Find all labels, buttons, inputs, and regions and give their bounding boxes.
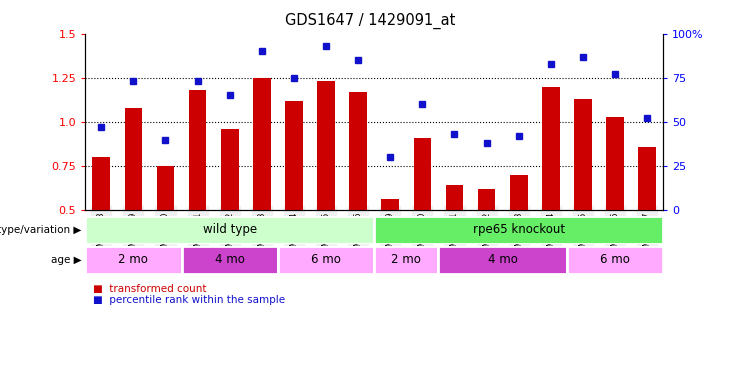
Text: GDS1647 / 1429091_at: GDS1647 / 1429091_at xyxy=(285,13,456,29)
Bar xyxy=(478,189,496,210)
Bar xyxy=(285,101,303,210)
Bar xyxy=(374,246,439,274)
Bar xyxy=(349,92,367,210)
Bar xyxy=(510,175,528,210)
Text: rpe65 knockout: rpe65 knockout xyxy=(473,223,565,236)
Text: 2 mo: 2 mo xyxy=(391,253,421,266)
Bar xyxy=(189,90,207,210)
Text: genotype/variation ▶: genotype/variation ▶ xyxy=(0,225,82,235)
Bar xyxy=(374,216,663,244)
Bar xyxy=(439,246,567,274)
Bar xyxy=(278,246,374,274)
Bar xyxy=(221,129,239,210)
Text: age ▶: age ▶ xyxy=(51,255,82,265)
Bar xyxy=(445,185,463,210)
Bar xyxy=(85,246,182,274)
Bar xyxy=(253,78,270,210)
Text: 2 mo: 2 mo xyxy=(119,253,148,266)
Text: ■  transformed count: ■ transformed count xyxy=(93,284,206,294)
Text: 4 mo: 4 mo xyxy=(488,253,517,266)
Bar xyxy=(606,117,624,210)
Bar xyxy=(413,138,431,210)
Text: wild type: wild type xyxy=(202,223,257,236)
Bar xyxy=(317,81,335,210)
Bar xyxy=(182,246,278,274)
Bar xyxy=(638,147,656,210)
Bar xyxy=(124,108,142,210)
Text: 6 mo: 6 mo xyxy=(311,253,341,266)
Bar xyxy=(156,166,174,210)
Bar xyxy=(574,99,592,210)
Bar xyxy=(542,87,559,210)
Bar xyxy=(567,246,663,274)
Text: 4 mo: 4 mo xyxy=(215,253,245,266)
Bar xyxy=(382,200,399,210)
Text: 6 mo: 6 mo xyxy=(600,253,630,266)
Bar xyxy=(85,216,374,244)
Text: ■  percentile rank within the sample: ■ percentile rank within the sample xyxy=(93,295,285,305)
Bar xyxy=(93,157,110,210)
